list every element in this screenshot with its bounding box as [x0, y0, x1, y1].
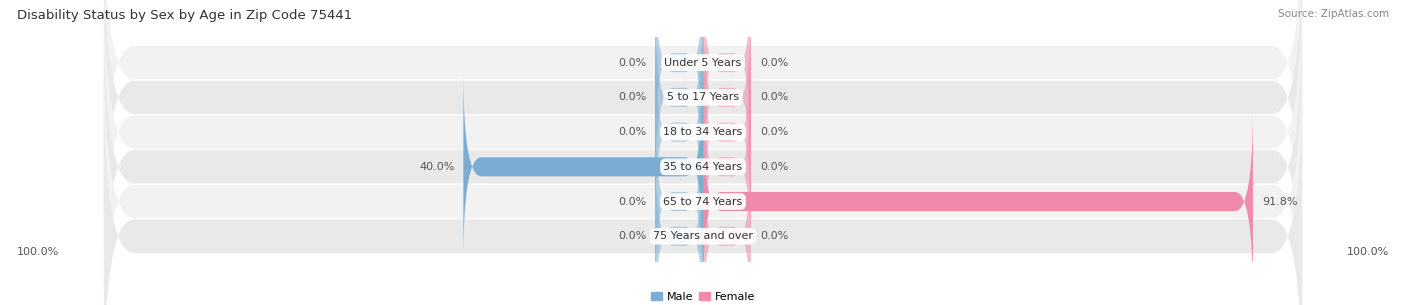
- FancyBboxPatch shape: [104, 79, 1302, 305]
- FancyBboxPatch shape: [655, 3, 703, 192]
- FancyBboxPatch shape: [104, 10, 1302, 305]
- Text: Disability Status by Sex by Age in Zip Code 75441: Disability Status by Sex by Age in Zip C…: [17, 9, 352, 22]
- Text: 40.0%: 40.0%: [419, 162, 454, 172]
- FancyBboxPatch shape: [655, 38, 703, 227]
- Text: Source: ZipAtlas.com: Source: ZipAtlas.com: [1278, 9, 1389, 19]
- FancyBboxPatch shape: [104, 0, 1302, 220]
- FancyBboxPatch shape: [655, 0, 703, 157]
- Text: 18 to 34 Years: 18 to 34 Years: [664, 127, 742, 137]
- FancyBboxPatch shape: [104, 0, 1302, 289]
- Text: 0.0%: 0.0%: [617, 231, 647, 241]
- Text: 0.0%: 0.0%: [759, 127, 789, 137]
- Text: 5 to 17 Years: 5 to 17 Years: [666, 92, 740, 102]
- Text: 0.0%: 0.0%: [759, 231, 789, 241]
- FancyBboxPatch shape: [703, 0, 751, 157]
- Text: 0.0%: 0.0%: [617, 196, 647, 206]
- Text: 75 Years and over: 75 Years and over: [652, 231, 754, 241]
- FancyBboxPatch shape: [655, 142, 703, 305]
- Text: 65 to 74 Years: 65 to 74 Years: [664, 196, 742, 206]
- Text: Under 5 Years: Under 5 Years: [665, 58, 741, 68]
- Text: 35 to 64 Years: 35 to 64 Years: [664, 162, 742, 172]
- Text: 0.0%: 0.0%: [617, 127, 647, 137]
- Text: 0.0%: 0.0%: [617, 92, 647, 102]
- Text: 0.0%: 0.0%: [759, 92, 789, 102]
- FancyBboxPatch shape: [464, 72, 703, 261]
- FancyBboxPatch shape: [655, 107, 703, 296]
- FancyBboxPatch shape: [703, 38, 751, 227]
- FancyBboxPatch shape: [104, 0, 1302, 254]
- FancyBboxPatch shape: [104, 45, 1302, 305]
- FancyBboxPatch shape: [703, 3, 751, 192]
- Text: 91.8%: 91.8%: [1263, 196, 1298, 206]
- Text: 0.0%: 0.0%: [759, 58, 789, 68]
- Text: 0.0%: 0.0%: [617, 58, 647, 68]
- Legend: Male, Female: Male, Female: [647, 287, 759, 305]
- FancyBboxPatch shape: [703, 72, 751, 261]
- FancyBboxPatch shape: [703, 107, 1253, 296]
- Text: 100.0%: 100.0%: [1347, 247, 1389, 257]
- Text: 0.0%: 0.0%: [759, 162, 789, 172]
- FancyBboxPatch shape: [703, 142, 751, 305]
- Text: 100.0%: 100.0%: [17, 247, 59, 257]
